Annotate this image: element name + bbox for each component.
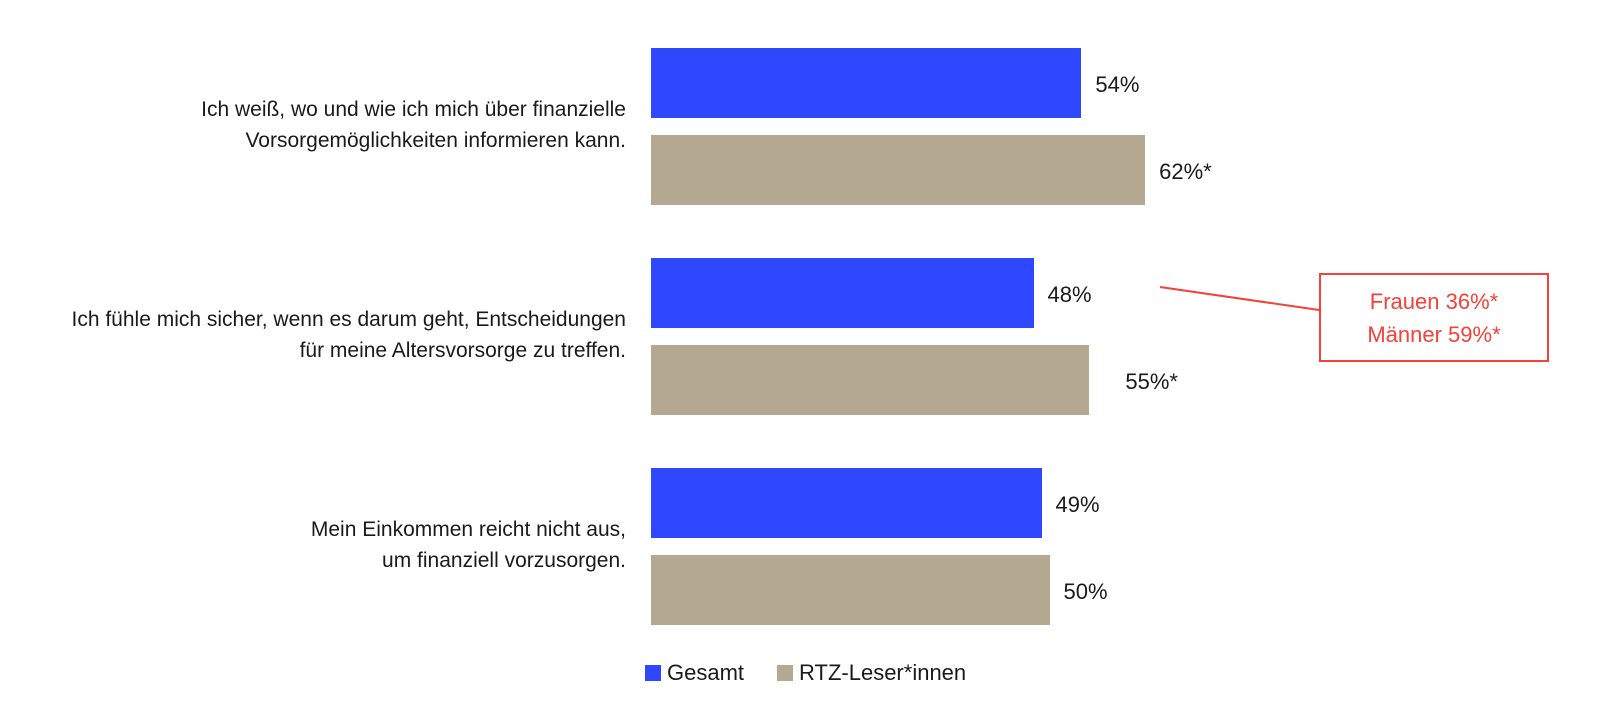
- legend-label-gesamt: Gesamt: [667, 660, 745, 685]
- category-label-1: Ich fühle mich sicher, wenn es darum geh…: [0, 304, 627, 366]
- legend: Gesamt RTZ-Leser*innen: [645, 660, 999, 686]
- bar-gesamt-0: [651, 48, 1082, 118]
- category-label-line: um finanziell vorzusorgen.: [382, 549, 626, 572]
- category-label-line: Vorsorgemöglichkeiten informieren kann.: [245, 129, 626, 152]
- legend-item-gesamt: Gesamt: [645, 660, 744, 686]
- category-label-line: für meine Altersvorsorge zu treffen.: [299, 339, 626, 362]
- annotation-line-maenner: Männer 59%*: [1367, 321, 1501, 347]
- category-label-line: Ich weiß, wo und wie ich mich über finan…: [201, 98, 626, 121]
- category-label-line: Mein Einkommen reicht nicht aus,: [310, 518, 626, 541]
- annotation-line-frauen: Frauen 36%*: [1369, 288, 1499, 314]
- value-label-gesamt-2: 49%: [1055, 492, 1100, 517]
- value-label-rtz-1: 55%*: [1125, 369, 1178, 394]
- bar-gesamt-2: [651, 468, 1042, 538]
- category-label-line: Ich fühle mich sicher, wenn es darum geh…: [71, 308, 627, 331]
- bar-rtz-0: [651, 135, 1146, 205]
- legend-swatch-rtz: [777, 665, 794, 681]
- value-label-gesamt-1: 48%: [1047, 282, 1092, 307]
- bar-rtz-2: [651, 555, 1050, 625]
- category-label-0: Ich weiß, wo und wie ich mich über finan…: [0, 94, 626, 156]
- annotation-callout-box: Frauen 36%* Männer 59%*: [1319, 273, 1549, 362]
- legend-item-rtz: RTZ-Leser*innen: [777, 660, 966, 686]
- category-label-2: Mein Einkommen reicht nicht aus, um fina…: [0, 514, 626, 576]
- legend-swatch-gesamt: [645, 665, 661, 681]
- value-label-rtz-2: 50%: [1063, 579, 1108, 604]
- legend-label-rtz: RTZ-Leser*innen: [799, 660, 967, 685]
- value-label-gesamt-0: 54%: [1095, 72, 1140, 97]
- bar-gesamt-1: [651, 258, 1034, 328]
- bar-rtz-1: [651, 345, 1090, 415]
- value-label-rtz-0: 62%*: [1159, 159, 1212, 184]
